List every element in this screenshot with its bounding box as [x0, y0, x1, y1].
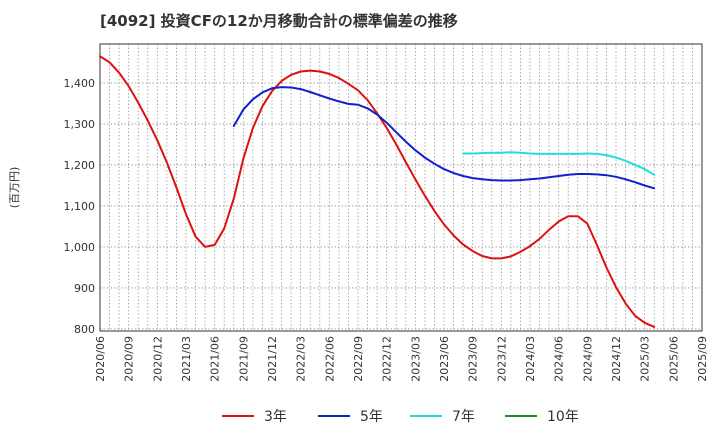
x-tick-label: 2020/06 [94, 336, 107, 382]
x-tick-label: 2021/03 [180, 336, 193, 382]
legend-label-2: 5年 [360, 409, 383, 425]
x-tick-label: 2021/06 [209, 336, 222, 382]
y-axis-label: (百万円) [8, 167, 21, 209]
chart-title: [4092] 投資CFの12か月移動合計の標準偏差の推移 [100, 12, 458, 30]
series-layer [99, 55, 656, 328]
x-tick-label: 2020/12 [151, 336, 164, 382]
y-tick-label: 900 [74, 282, 95, 295]
series-line-3 [462, 151, 656, 176]
x-tick-label: 2023/06 [438, 336, 451, 382]
legend-label-3: 7年 [452, 409, 475, 425]
series-line-1 [99, 55, 656, 328]
y-axis-ticks: 800 900 1,000 1,100 1,200 1,300 1,400 [64, 77, 96, 336]
x-tick-label: 2022/12 [381, 336, 394, 382]
series-line-2 [232, 86, 656, 190]
y-tick-label: 1,000 [64, 241, 96, 254]
x-tick-label: 2022/06 [323, 336, 336, 382]
legend: 3年 5年 7年 10年 [222, 409, 579, 425]
y-tick-label: 800 [74, 323, 95, 336]
x-axis-ticks: 2020/06 2020/09 2020/12 2021/03 2021/06 2021/… [94, 336, 709, 382]
plot-frame [99, 43, 703, 332]
y-tick-label: 1,100 [64, 200, 96, 213]
x-tick-label: 2023/12 [495, 336, 508, 382]
x-tick-label: 2022/09 [352, 336, 365, 382]
x-tick-label: 2023/03 [409, 336, 422, 382]
x-tick-label: 2023/09 [467, 336, 480, 382]
y-tick-label: 1,200 [64, 159, 96, 172]
legend-label-4: 10年 [547, 409, 579, 425]
x-tick-label: 2024/03 [524, 336, 537, 382]
x-tick-label: 2024/06 [553, 336, 566, 382]
x-tick-label: 2025/09 [696, 336, 709, 382]
legend-label-1: 3年 [264, 409, 287, 425]
grid-layer [100, 44, 702, 331]
x-tick-label: 2025/06 [667, 336, 680, 382]
x-tick-label: 2025/03 [639, 336, 652, 382]
x-tick-label: 2021/09 [237, 336, 250, 382]
x-tick-label: 2021/12 [266, 336, 279, 382]
x-tick-label: 2024/09 [581, 336, 594, 382]
x-tick-label: 2020/09 [123, 336, 136, 382]
x-tick-label: 2024/12 [610, 336, 623, 382]
x-tick-label: 2022/03 [295, 336, 308, 382]
y-tick-label: 1,400 [64, 77, 96, 90]
y-tick-label: 1,300 [64, 118, 96, 131]
